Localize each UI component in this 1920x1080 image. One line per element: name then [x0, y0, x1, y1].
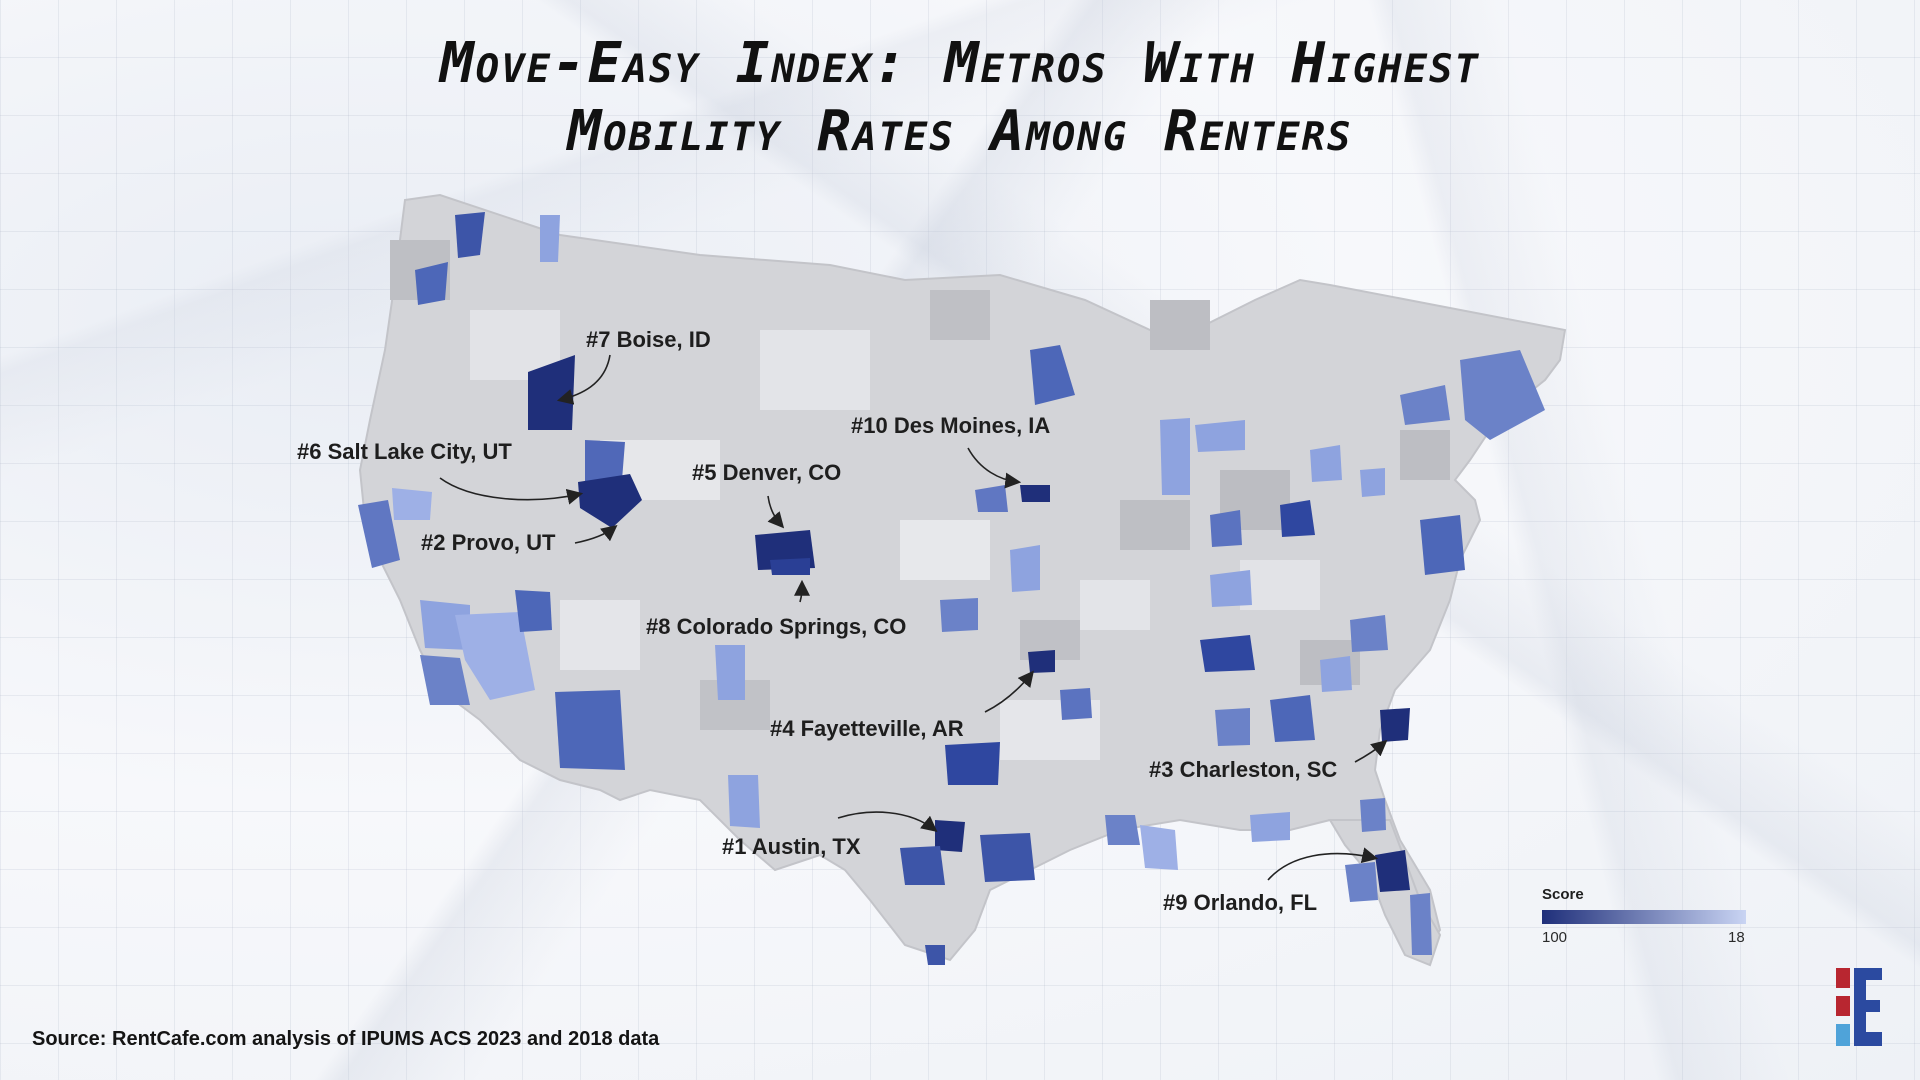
- logo-e-shape: [1854, 968, 1882, 1046]
- metro-louisiana: [1105, 815, 1140, 845]
- metro-charleston: [1380, 708, 1410, 742]
- metro-columbus: [1280, 500, 1315, 537]
- arrow-colorado-springs: [793, 579, 810, 603]
- label-salt-lake-city: #6 Salt Lake City, UT: [297, 439, 512, 464]
- page-title: Move-Easy Index: Metros With Highest Mob…: [0, 30, 1920, 166]
- metro-salt-lake-city: [585, 440, 625, 485]
- metro-tampa: [1345, 862, 1378, 902]
- metro-omaha: [975, 485, 1008, 512]
- metro-northeast-1: [1400, 385, 1450, 425]
- metro-seattle: [455, 212, 485, 258]
- label-fayetteville: #4 Fayetteville, AR: [770, 716, 964, 741]
- metro-minneapolis: [1030, 345, 1075, 405]
- label-boise: #7 Boise, ID: [586, 327, 711, 352]
- arrow-charleston: [1354, 739, 1388, 763]
- metro-rgv: [925, 945, 945, 965]
- arrow-boise: [556, 354, 611, 405]
- metro-tulsa: [1060, 688, 1092, 720]
- metro-san-antonio: [900, 846, 945, 885]
- arrow-austin: [837, 811, 938, 832]
- metro-new-orleans: [1140, 825, 1178, 870]
- arrow-des-moines: [967, 447, 1022, 489]
- metro-detroit: [1310, 445, 1342, 482]
- metro-charlotte: [1350, 615, 1388, 652]
- metro-orlando: [1375, 850, 1410, 892]
- label-orlando: #9 Orlando, FL: [1163, 890, 1317, 915]
- metro-fayetteville: [1028, 650, 1055, 673]
- arrow-provo: [574, 525, 618, 544]
- metro-miami: [1410, 893, 1432, 955]
- metro-pittsburgh: [1360, 468, 1385, 497]
- metro-chicago: [1195, 420, 1245, 452]
- metro-gulf: [1250, 812, 1290, 842]
- metro-phoenix: [555, 690, 625, 770]
- metro-nashville: [1200, 635, 1255, 672]
- metro-houston: [980, 833, 1035, 882]
- arrow-fayetteville: [984, 670, 1034, 713]
- legend-title: Score: [1542, 886, 1584, 903]
- legend-max-label: 18: [1728, 929, 1745, 946]
- title-line-1: Move-Easy Index: Metros With Highest: [439, 31, 1481, 96]
- label-denver: #5 Denver, CO: [692, 460, 841, 485]
- label-provo: #2 Provo, UT: [421, 530, 556, 555]
- metro-kansas-city: [1010, 545, 1040, 592]
- metro-spokane: [540, 215, 560, 262]
- annotation-arrows: [439, 354, 1388, 881]
- metro-inland-empire: [455, 612, 535, 700]
- metro-des-moines: [1020, 485, 1050, 502]
- metro-tucson: [715, 645, 745, 700]
- metro-austin: [935, 820, 965, 852]
- arrow-salt-lake-city: [439, 477, 584, 505]
- metro-labels: #7 Boise, ID #6 Salt Lake City, UT #2 Pr…: [297, 327, 1337, 915]
- arrow-orlando: [1267, 847, 1379, 881]
- label-des-moines: #10 Des Moines, IA: [851, 413, 1050, 438]
- metro-reno-lv: [515, 590, 552, 632]
- metro-madison: [1160, 418, 1190, 495]
- logo-bar-top: [1836, 968, 1850, 988]
- logo-bar-bottom: [1836, 1024, 1850, 1046]
- metro-albuquerque: [728, 775, 760, 828]
- source-note: Source: RentCafe.com analysis of IPUMS A…: [32, 1028, 660, 1050]
- rentcafe-logo: [1836, 968, 1882, 1046]
- metro-oklahoma-city: [940, 598, 978, 632]
- label-charleston: #3 Charleston, SC: [1149, 757, 1337, 782]
- logo-bar-mid: [1836, 996, 1850, 1016]
- label-colorado-springs: #8 Colorado Springs, CO: [646, 614, 906, 639]
- arrow-denver: [767, 495, 785, 529]
- metro-portland: [415, 262, 448, 305]
- metro-colorado-springs: [770, 558, 810, 575]
- metro-northeast-2: [1460, 350, 1545, 440]
- metro-atlanta: [1270, 695, 1315, 742]
- metro-dallas: [945, 742, 1000, 785]
- metro-birmingham: [1215, 708, 1250, 746]
- label-austin: #1 Austin, TX: [722, 834, 861, 859]
- metro-greenville: [1320, 656, 1352, 692]
- score-legend: Score 100 18: [1542, 886, 1746, 946]
- metro-sf-bay: [358, 500, 400, 568]
- metro-la: [420, 655, 470, 705]
- metro-dc: [1420, 515, 1465, 575]
- metro-fresno: [420, 600, 470, 650]
- metro-raleigh: [1210, 570, 1252, 607]
- metro-indianapolis: [1210, 510, 1242, 547]
- metro-sacramento: [392, 488, 432, 520]
- metro-jacksonville: [1360, 798, 1386, 832]
- metro-shapes: [358, 212, 1545, 965]
- metro-boise: [528, 355, 575, 430]
- title-line-2: Mobility Rates Among Renters: [567, 99, 1353, 164]
- legend-gradient-bar: [1542, 910, 1746, 924]
- metro-provo: [578, 474, 642, 528]
- legend-min-label: 100: [1542, 929, 1567, 946]
